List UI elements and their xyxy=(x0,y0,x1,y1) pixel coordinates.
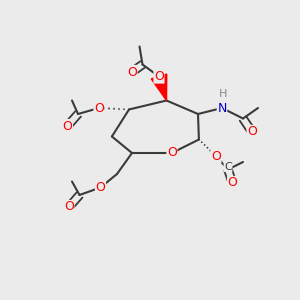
Text: C: C xyxy=(224,161,232,172)
Text: O: O xyxy=(247,125,257,139)
Text: O: O xyxy=(94,101,104,115)
Text: O: O xyxy=(127,65,137,79)
Text: N: N xyxy=(217,101,227,115)
Text: O: O xyxy=(63,119,72,133)
Text: O: O xyxy=(64,200,74,214)
Text: O: O xyxy=(96,181,105,194)
Text: O: O xyxy=(154,70,164,83)
Text: O: O xyxy=(167,146,177,160)
Text: H: H xyxy=(219,89,228,100)
Text: O: O xyxy=(211,149,221,163)
Text: O: O xyxy=(228,176,237,190)
Polygon shape xyxy=(151,74,167,100)
